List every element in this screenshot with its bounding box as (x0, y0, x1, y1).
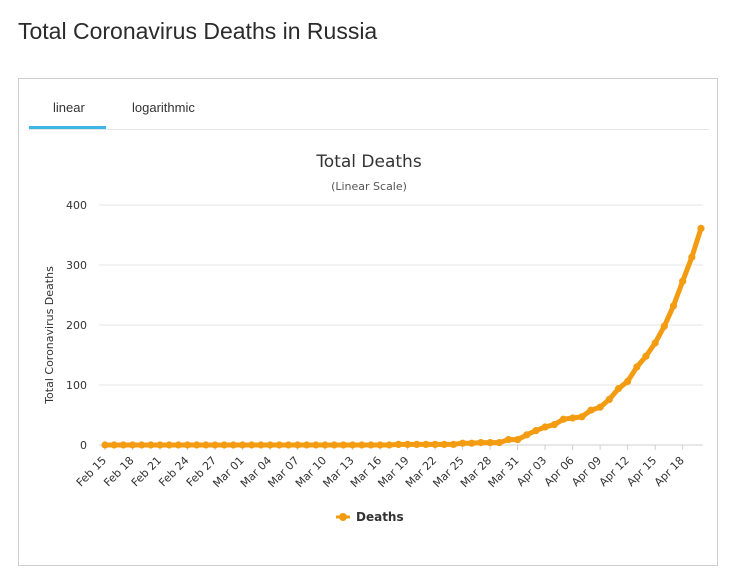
data-point[interactable] (183, 441, 192, 449)
data-point[interactable] (257, 441, 265, 449)
data-point[interactable] (348, 441, 357, 449)
data-point[interactable] (504, 436, 513, 444)
data-point[interactable] (679, 277, 687, 285)
y-tick-label: 300 (66, 259, 87, 272)
x-tick-label: Apr 06 (542, 454, 577, 489)
data-point[interactable] (110, 441, 118, 449)
data-point[interactable] (275, 441, 283, 449)
data-point[interactable] (165, 441, 173, 449)
data-point[interactable] (211, 441, 219, 449)
data-point[interactable] (128, 441, 137, 449)
data-point[interactable] (697, 224, 705, 232)
data-point[interactable] (321, 441, 329, 449)
x-tick-label: Apr 12 (597, 454, 632, 489)
data-point[interactable] (669, 302, 678, 310)
data-point[interactable] (229, 441, 237, 449)
data-point[interactable] (486, 439, 494, 447)
data-point[interactable] (403, 440, 412, 448)
page-title: Total Coronavirus Deaths in Russia (18, 18, 378, 44)
data-point[interactable] (596, 403, 604, 411)
data-point[interactable] (624, 377, 632, 385)
data-point[interactable] (431, 440, 439, 448)
tab-linear[interactable]: linear (53, 100, 85, 115)
data-point[interactable] (541, 423, 549, 431)
data-point[interactable] (468, 439, 476, 447)
data-point[interactable] (284, 441, 292, 449)
data-point[interactable] (559, 415, 568, 423)
data-point[interactable] (633, 363, 641, 371)
data-point[interactable] (550, 421, 558, 429)
data-point[interactable] (449, 440, 458, 448)
data-point[interactable] (651, 339, 659, 347)
data-point[interactable] (312, 441, 320, 449)
data-point[interactable] (514, 436, 522, 444)
scale-tabs: linear logarithmic (29, 79, 709, 130)
y-axis-ticks: 0 100 200 300 400 (66, 199, 87, 452)
gridlines (99, 204, 703, 446)
data-point[interactable] (101, 441, 109, 449)
x-tick-label: Apr 18 (652, 454, 687, 489)
data-point[interactable] (339, 441, 347, 449)
data-point[interactable] (330, 441, 338, 449)
data-point[interactable] (569, 414, 577, 422)
data-point[interactable] (367, 441, 375, 449)
y-tick-label: 400 (66, 199, 87, 212)
data-point[interactable] (385, 441, 393, 449)
data-point[interactable] (358, 441, 366, 449)
data-point[interactable] (495, 439, 503, 447)
x-tick-label: Apr 03 (514, 454, 549, 489)
y-tick-label: 200 (66, 319, 87, 332)
chart-card: linear logarithmic Total Deaths (Linear … (18, 78, 718, 566)
chart-title: Total Deaths (315, 152, 422, 172)
data-point[interactable] (614, 385, 623, 393)
x-tick-label: Apr 09 (569, 454, 604, 489)
data-point[interactable] (266, 441, 274, 449)
data-point[interactable] (220, 441, 228, 449)
data-point[interactable] (660, 322, 668, 330)
legend-label-deaths: Deaths (356, 510, 404, 524)
data-point[interactable] (376, 441, 384, 449)
data-point[interactable] (174, 441, 182, 449)
y-tick-label: 100 (66, 379, 87, 392)
data-point[interactable] (119, 441, 127, 449)
data-point[interactable] (578, 413, 586, 421)
data-point[interactable] (293, 441, 302, 449)
data-point[interactable] (605, 395, 613, 403)
data-point[interactable] (303, 441, 311, 449)
y-tick-label: 0 (80, 439, 87, 452)
series-line-deaths (102, 225, 704, 448)
data-point[interactable] (422, 440, 430, 448)
data-point[interactable] (440, 440, 448, 448)
data-point[interactable] (642, 352, 650, 360)
data-point[interactable] (688, 253, 696, 261)
x-tick-label: Apr 15 (624, 454, 659, 489)
x-tick-label: Mar 31 (485, 454, 521, 490)
deaths-line-chart: Total Deaths (Linear Scale) 0 100 200 300 40… (43, 152, 705, 524)
legend[interactable]: Deaths (336, 510, 404, 524)
data-point[interactable] (413, 440, 421, 448)
data-point[interactable] (459, 439, 467, 447)
data-point[interactable] (238, 441, 247, 449)
data-point[interactable] (156, 441, 164, 449)
chart-subtitle: (Linear Scale) (331, 180, 407, 193)
data-point[interactable] (202, 441, 210, 449)
data-point[interactable] (394, 440, 403, 448)
data-point[interactable] (193, 441, 201, 449)
data-point[interactable] (523, 431, 531, 439)
series-deaths (101, 224, 705, 449)
data-point[interactable] (532, 427, 540, 435)
legend-marker (339, 513, 347, 521)
data-point[interactable] (147, 441, 155, 449)
data-point[interactable] (248, 441, 256, 449)
data-point[interactable] (138, 441, 146, 449)
data-point[interactable] (587, 406, 595, 414)
data-point[interactable] (477, 439, 485, 447)
y-axis-title: Total Coronavirus Deaths (43, 266, 56, 405)
tab-logarithmic[interactable]: logarithmic (132, 100, 195, 115)
active-tab-indicator (29, 126, 106, 129)
